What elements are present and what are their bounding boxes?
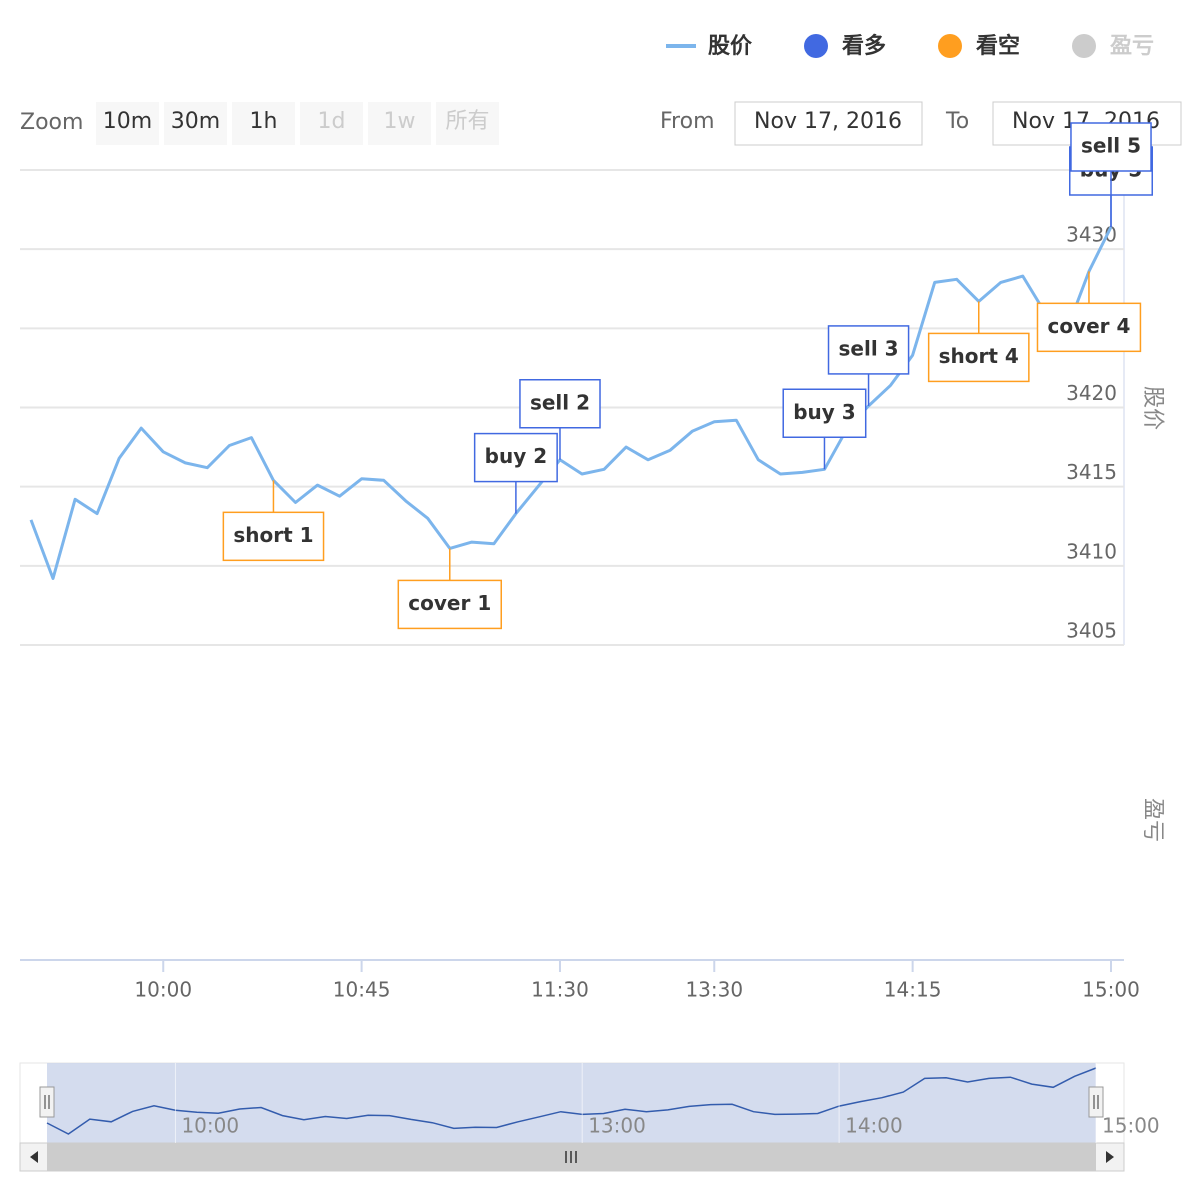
navigator-tick-label: 10:00	[181, 1114, 239, 1138]
flag[interactable]	[519, 379, 601, 429]
flag-label: sell 2	[530, 390, 590, 414]
zoom-label: Zoom	[20, 110, 83, 135]
y-axis-title: 股价	[1140, 386, 1165, 430]
navigator-handle-grip	[1093, 1095, 1099, 1109]
flag-label: short 1	[233, 523, 313, 547]
zoom-button-label[interactable]: 10m	[103, 109, 152, 134]
y-tick-label: 3415	[1066, 460, 1117, 484]
zoom-button[interactable]	[96, 102, 159, 145]
navigator-handle[interactable]	[1088, 1086, 1104, 1118]
legend-label[interactable]: 看空	[976, 33, 1020, 59]
flag-label: sell 3	[839, 336, 899, 360]
x-tick-label: 10:45	[333, 978, 391, 1002]
flag-label: cover 4	[1047, 314, 1130, 338]
flag[interactable]	[782, 388, 867, 438]
x-tick-label: 10:00	[134, 978, 192, 1002]
zoom-button-label: 1d	[318, 109, 346, 134]
navigator-line	[46, 1067, 1097, 1135]
legend-symbol[interactable]	[938, 34, 962, 58]
from-value[interactable]: Nov 17, 2016	[754, 109, 902, 134]
to-label: To	[945, 109, 969, 134]
navigator-handle[interactable]	[39, 1086, 55, 1118]
pnl-axis-title: 盈亏	[1140, 798, 1165, 842]
navigator-tick-label: 14:00	[845, 1114, 903, 1138]
zoom-button-label[interactable]: 30m	[171, 109, 220, 134]
zoom-button-label: 所有	[445, 109, 489, 134]
zoom-button[interactable]	[164, 102, 227, 145]
navigator-tick-label: 15:00	[1102, 1114, 1160, 1138]
legend-label[interactable]: 股价	[708, 34, 753, 59]
flag-label: sell 5	[1081, 134, 1141, 158]
price-line	[29, 226, 1113, 580]
x-tick-label: 15:00	[1082, 978, 1140, 1002]
from-input[interactable]	[734, 101, 923, 146]
scroll-right-arrow[interactable]	[1106, 1151, 1114, 1163]
navigator-mask[interactable]	[47, 1063, 1096, 1143]
flag-label: buy 2	[485, 444, 547, 468]
zoom-button-label: 1w	[384, 109, 416, 134]
from-label: From	[660, 109, 715, 134]
legend-label[interactable]: 盈亏	[1109, 34, 1154, 59]
zoom-button[interactable]	[232, 102, 295, 145]
legend-symbol[interactable]	[1072, 34, 1096, 58]
navigator-tick-label: 13:00	[588, 1114, 646, 1138]
flag[interactable]	[473, 432, 558, 483]
flag[interactable]	[1070, 122, 1152, 172]
x-tick-label: 11:30	[531, 978, 589, 1002]
flag-label: short 4	[939, 344, 1019, 368]
navigator-handle-grip	[44, 1095, 50, 1109]
flag[interactable]	[222, 511, 325, 562]
scroll-grip	[565, 1151, 577, 1163]
zoom-button-label[interactable]: 1h	[250, 109, 278, 134]
y-tick-label: 3430	[1066, 223, 1117, 247]
legend-symbol[interactable]	[804, 34, 828, 58]
y-tick-label: 3410	[1066, 539, 1117, 563]
flag-label: cover 1	[408, 591, 491, 615]
flag[interactable]	[827, 325, 910, 375]
legend-label[interactable]: 看多	[842, 33, 886, 59]
x-tick-label: 14:15	[884, 978, 942, 1002]
y-tick-label: 3405	[1066, 619, 1117, 643]
zoom-button	[436, 102, 499, 145]
flag[interactable]	[397, 579, 503, 630]
flag-label: buy 3	[793, 400, 855, 424]
zoom-button	[368, 102, 431, 145]
zoom-button	[300, 102, 363, 145]
flag[interactable]	[1036, 302, 1142, 353]
y-tick-label: 3420	[1066, 381, 1117, 405]
flag[interactable]	[927, 332, 1030, 383]
scroll-left-arrow[interactable]	[30, 1151, 38, 1163]
x-tick-label: 13:30	[685, 978, 743, 1002]
